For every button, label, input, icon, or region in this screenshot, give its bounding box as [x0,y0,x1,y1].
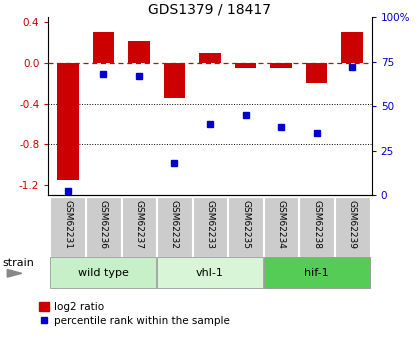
Bar [193,197,227,257]
Text: GSM62233: GSM62233 [205,200,215,249]
Text: GSM62234: GSM62234 [277,200,286,248]
Bar [270,63,292,68]
Bar [164,63,185,98]
Bar [299,197,334,257]
Text: strain: strain [3,258,34,268]
Bar [228,197,263,257]
Text: GSM62236: GSM62236 [99,200,108,249]
Text: GSM62239: GSM62239 [348,200,357,249]
Bar [50,197,85,257]
Bar [93,32,114,63]
Bar [335,197,370,257]
Bar [157,257,263,288]
Text: GSM62237: GSM62237 [134,200,143,249]
Text: hif-1: hif-1 [304,268,329,277]
Bar [264,197,299,257]
Legend: log2 ratio, percentile rank within the sample: log2 ratio, percentile rank within the s… [39,302,230,326]
Text: vhl-1: vhl-1 [196,268,224,277]
Bar [200,53,221,63]
Bar [306,63,327,83]
Bar [235,63,256,68]
Bar [57,63,79,180]
Polygon shape [7,269,22,277]
Bar [86,197,121,257]
Title: GDS1379 / 18417: GDS1379 / 18417 [149,2,271,16]
Text: wild type: wild type [78,268,129,277]
Bar [50,257,156,288]
Bar [157,197,192,257]
Text: GSM62238: GSM62238 [312,200,321,249]
Bar [264,257,370,288]
Text: GSM62231: GSM62231 [63,200,72,249]
Text: GSM62235: GSM62235 [241,200,250,249]
Bar [121,197,156,257]
Text: GSM62232: GSM62232 [170,200,179,248]
Bar [128,41,150,63]
Bar [341,32,363,63]
